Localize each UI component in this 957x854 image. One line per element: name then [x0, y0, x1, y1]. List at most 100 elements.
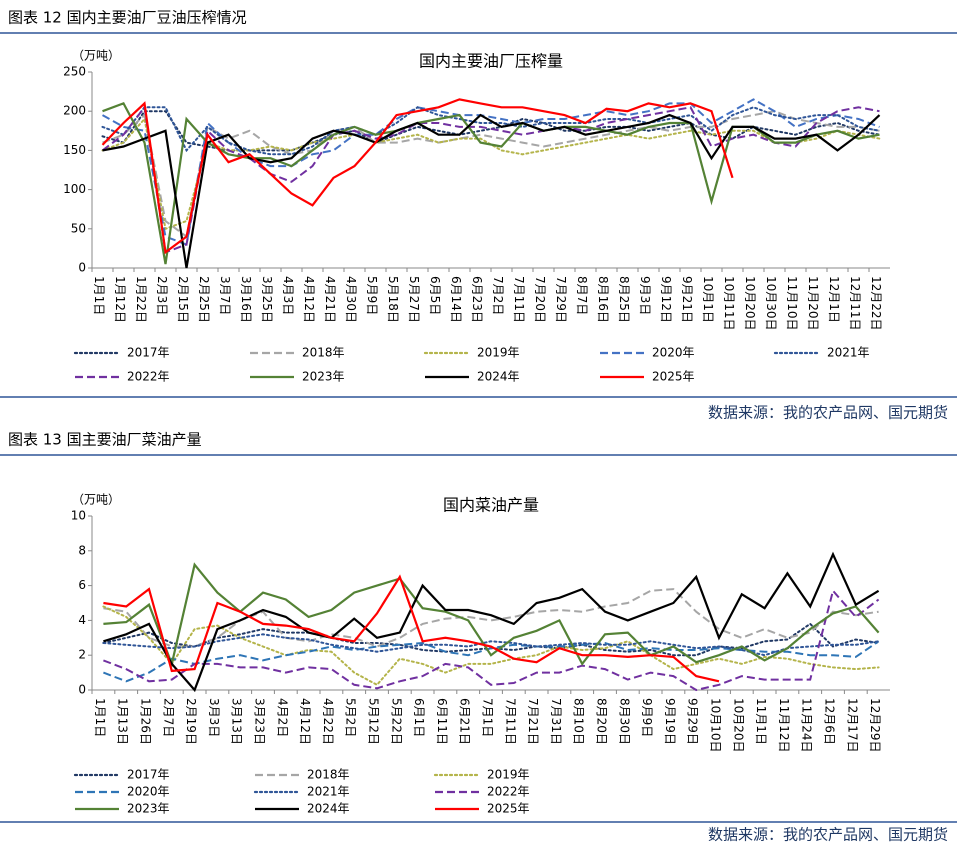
- x-tick-label: 1月12日: [113, 276, 127, 323]
- x-tick-label: 10月11日: [722, 276, 736, 331]
- x-tick-label: 5月27日: [407, 276, 421, 323]
- x-tick-label: 5月12日: [367, 698, 381, 745]
- x-tick-label: 11月10日: [785, 276, 799, 331]
- x-tick-label: 8月16日: [596, 276, 610, 323]
- x-tick-label: 3月23日: [253, 698, 267, 745]
- x-tick-label: 4月2日: [275, 698, 289, 737]
- legend-label: 2020年: [127, 785, 170, 799]
- series-line: [103, 574, 720, 683]
- series-line: [103, 562, 880, 668]
- legend-label: 2024年: [307, 802, 350, 816]
- legend-label: 2024年: [477, 370, 520, 384]
- legend-label: 2020年: [652, 346, 695, 360]
- series-line: [101, 98, 734, 255]
- series-line: [101, 106, 881, 156]
- x-tick-label: 3月7日: [218, 276, 232, 315]
- x-tick-label: 6月11日: [435, 698, 449, 745]
- x-tick-label: 1月1日: [93, 698, 107, 737]
- x-tick-label: 3月13日: [230, 698, 244, 745]
- x-tick-label: 7月11日: [503, 698, 517, 745]
- legend-label: 2023年: [127, 802, 170, 816]
- x-tick-label: 12月1日: [827, 276, 841, 323]
- y-axis-label: （万吨）: [72, 49, 120, 63]
- series-line: [102, 98, 880, 246]
- x-tick-label: 4月12日: [298, 698, 312, 745]
- x-tick-label: 5月9日: [365, 276, 379, 315]
- legend-label: 2021年: [307, 785, 350, 799]
- series-line: [102, 113, 881, 269]
- x-tick-label: 4月22日: [321, 698, 335, 745]
- series-line: [103, 588, 880, 692]
- x-tick-label: 12月17日: [845, 698, 859, 753]
- y-tick-label: 0: [78, 261, 86, 275]
- x-tick-label: 10月20日: [743, 276, 757, 331]
- legend-label: 2018年: [302, 346, 345, 360]
- x-tick-label: 9月19日: [663, 698, 677, 745]
- y-tick-label: 0: [78, 683, 86, 697]
- x-tick-label: 7月1日: [481, 698, 495, 737]
- x-tick-label: 2月7日: [161, 698, 175, 737]
- x-tick-label: 6月1日: [412, 698, 426, 737]
- caption: 图表 12 国内主要油厂豆油压榨情况: [8, 9, 247, 27]
- x-tick-label: 4月3日: [281, 276, 295, 315]
- x-tick-label: 1月13日: [116, 698, 130, 745]
- x-tick-label: 10月20日: [731, 698, 745, 753]
- x-tick-label: 12月11日: [848, 276, 862, 331]
- x-tick-label: 11月1日: [754, 698, 768, 745]
- y-tick-label: 2: [78, 648, 86, 662]
- legend-label: 2022年: [127, 370, 170, 384]
- x-tick-label: 4月30日: [344, 276, 358, 323]
- x-tick-label: 4月12日: [302, 276, 316, 323]
- x-tick-label: 7月31日: [549, 698, 563, 745]
- x-tick-label: 7月20日: [533, 276, 547, 323]
- x-tick-label: 12月22日: [869, 276, 883, 331]
- caption: 图表 13 国主要油厂菜油产量: [8, 431, 202, 449]
- legend-label: 2022年: [487, 785, 530, 799]
- legend-label: 2019年: [477, 346, 520, 360]
- legend-label: 2019年: [487, 768, 530, 782]
- chart-title: 国内菜油产量: [443, 496, 539, 515]
- y-axis-label: （万吨）: [72, 493, 120, 507]
- x-tick-label: 6月14日: [449, 276, 463, 323]
- x-tick-label: 8月30日: [617, 698, 631, 745]
- x-tick-label: 9月29日: [686, 698, 700, 745]
- x-tick-label: 2月15日: [176, 276, 190, 323]
- x-tick-label: 10月1日: [701, 276, 715, 323]
- x-tick-label: 3月25日: [260, 276, 274, 323]
- x-tick-label: 8月20日: [595, 698, 609, 745]
- x-tick-label: 2月19日: [184, 698, 198, 745]
- legend-label: 2023年: [302, 370, 345, 384]
- source: 数据来源：我的农产品网、国元期货: [708, 404, 948, 422]
- y-tick-label: 8: [78, 543, 86, 557]
- x-tick-label: 9月12日: [659, 276, 673, 323]
- legend-label: 2025年: [652, 370, 695, 384]
- x-tick-label: 9月3日: [638, 276, 652, 315]
- x-tick-label: 11月12日: [777, 698, 791, 753]
- x-tick-label: 10月10日: [709, 698, 723, 753]
- legend-label: 2018年: [307, 768, 350, 782]
- x-tick-label: 8月25日: [617, 276, 631, 323]
- x-tick-label: 10月30日: [764, 276, 778, 331]
- y-tick-label: 4: [78, 613, 86, 627]
- legend-label: 2017年: [127, 346, 170, 360]
- x-tick-label: 11月24日: [800, 698, 814, 753]
- x-tick-label: 2月25日: [197, 276, 211, 323]
- x-tick-label: 5月18日: [386, 276, 400, 323]
- series-line: [103, 588, 879, 648]
- x-tick-label: 8月7日: [575, 276, 589, 315]
- y-tick-label: 150: [63, 143, 86, 157]
- y-tick-label: 100: [63, 182, 86, 196]
- x-tick-label: 9月21日: [680, 276, 694, 323]
- x-tick-label: 3月16日: [239, 276, 253, 323]
- x-tick-label: 1月26日: [139, 698, 153, 745]
- y-tick-label: 10: [71, 509, 86, 523]
- x-tick-label: 7月21日: [526, 698, 540, 745]
- chart-title: 国内主要油厂压榨量: [419, 52, 563, 71]
- legend-label: 2021年: [827, 346, 870, 360]
- y-tick-label: 200: [63, 104, 86, 118]
- x-tick-label: 5月2日: [344, 698, 358, 737]
- x-tick-label: 9月9日: [640, 698, 654, 737]
- y-tick-label: 50: [71, 221, 86, 235]
- x-tick-label: 12月29日: [868, 698, 882, 753]
